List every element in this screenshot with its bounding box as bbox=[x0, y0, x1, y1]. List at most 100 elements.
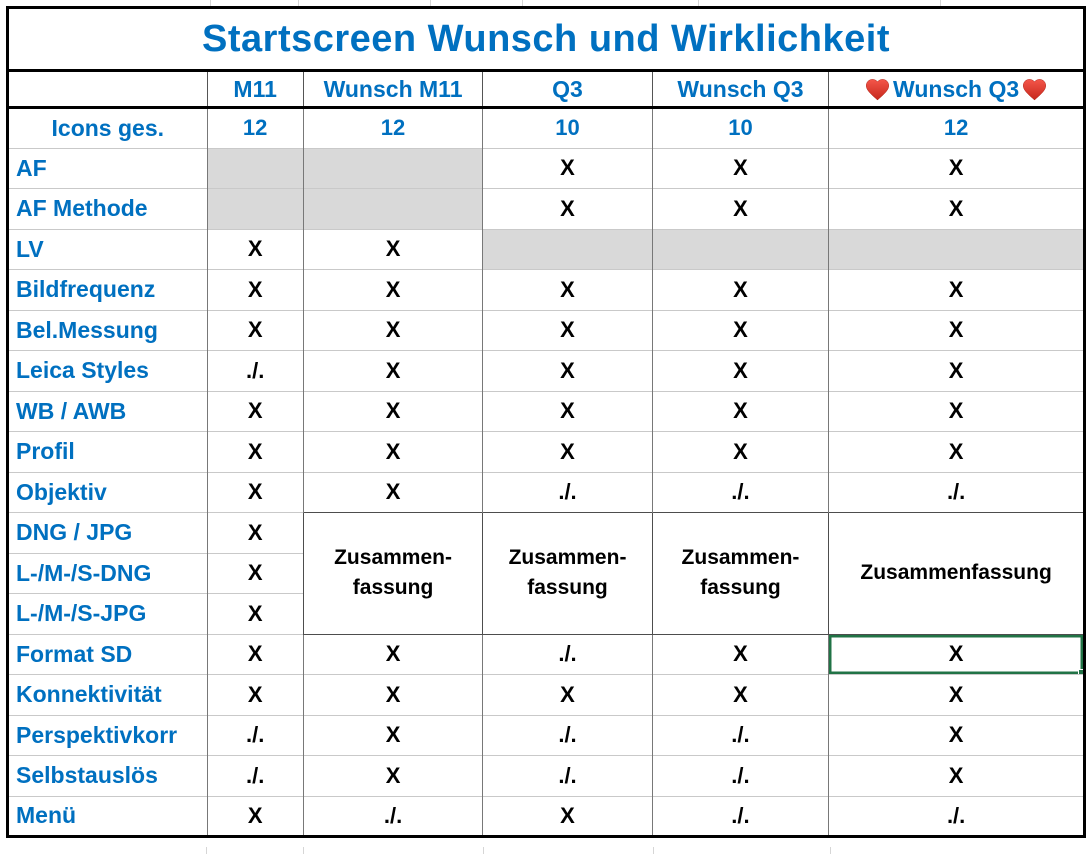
cell-lv-wunsch-m11[interactable]: X bbox=[302, 228, 483, 270]
cell-perspektivkorr-q3[interactable]: ./. bbox=[482, 714, 653, 756]
cell-objektiv-q3[interactable]: ./. bbox=[482, 471, 653, 513]
cell-leica-styles-wunsch-m11[interactable]: X bbox=[302, 350, 483, 391]
row-label-leica-styles[interactable]: Leica Styles bbox=[7, 350, 208, 391]
cell-objektiv-hearts-wunsch-q3[interactable]: ./. bbox=[828, 471, 1085, 513]
cell-men-q3[interactable]: X bbox=[482, 795, 653, 837]
cell-bildfrequenz-wunsch-q3[interactable]: X bbox=[651, 269, 829, 310]
column-header-wunsch-m11[interactable]: Wunsch M11 bbox=[302, 70, 483, 109]
cell-lv-hearts-wunsch-q3[interactable] bbox=[828, 228, 1085, 270]
cell-profil-m11[interactable]: X bbox=[206, 431, 304, 472]
cell-profil-wunsch-q3[interactable]: X bbox=[651, 431, 829, 472]
cell-dng-jpg-m11[interactable]: X bbox=[206, 512, 304, 553]
cell-wb-awb-wunsch-q3[interactable]: X bbox=[651, 390, 829, 432]
column-header-wunsch-q3[interactable]: Wunsch Q3 bbox=[651, 70, 829, 109]
cell-lv-m11[interactable]: X bbox=[206, 228, 304, 270]
cell-selbstausl-s-wunsch-q3[interactable]: ./. bbox=[651, 755, 829, 796]
cell-bel-messung-wunsch-m11[interactable]: X bbox=[302, 309, 483, 351]
cell-leica-styles-wunsch-q3[interactable]: X bbox=[651, 350, 829, 391]
row-label-icons-ges[interactable]: Icons ges. bbox=[7, 107, 208, 148]
cell-format-sd-wunsch-m11[interactable]: X bbox=[302, 633, 483, 675]
selection-fill-handle[interactable] bbox=[1078, 669, 1085, 675]
cell-af-wunsch-m11[interactable] bbox=[302, 147, 483, 189]
cell-konnektivit-t-m11[interactable]: X bbox=[206, 674, 304, 715]
cell-af-methode-hearts-wunsch-q3[interactable]: X bbox=[828, 188, 1085, 229]
cell-profil-q3[interactable]: X bbox=[482, 431, 653, 472]
cell-icons-ges-m11[interactable]: 12 bbox=[206, 107, 304, 148]
row-label-objektiv[interactable]: Objektiv bbox=[7, 471, 208, 513]
row-label-wb-awb[interactable]: WB / AWB bbox=[7, 390, 208, 432]
cell-af-wunsch-q3[interactable]: X bbox=[651, 147, 829, 189]
cell-leica-styles-hearts-wunsch-q3[interactable]: X bbox=[828, 350, 1085, 391]
cell-wb-awb-q3[interactable]: X bbox=[482, 390, 653, 432]
cell-bel-messung-hearts-wunsch-q3[interactable]: X bbox=[828, 309, 1085, 351]
cell-af-methode-q3[interactable]: X bbox=[482, 188, 653, 229]
cell-bildfrequenz-wunsch-m11[interactable]: X bbox=[302, 269, 483, 310]
cell-af-methode-wunsch-m11[interactable] bbox=[302, 188, 483, 229]
cell-konnektivit-t-q3[interactable]: X bbox=[482, 674, 653, 715]
cell-icons-ges-q3[interactable]: 10 bbox=[482, 107, 653, 148]
column-header-q3[interactable]: Q3 bbox=[482, 70, 653, 109]
row-label-dng-jpg[interactable]: DNG / JPG bbox=[7, 512, 208, 553]
cell-perspektivkorr-hearts-wunsch-q3[interactable]: X bbox=[828, 714, 1085, 756]
row-label-perspektivkorr[interactable]: Perspektivkorr bbox=[7, 714, 208, 756]
cell-l-m-s-dng-m11[interactable]: X bbox=[206, 552, 304, 594]
cell-objektiv-wunsch-m11[interactable]: X bbox=[302, 471, 483, 513]
cell-konnektivit-t-hearts-wunsch-q3[interactable]: X bbox=[828, 674, 1085, 715]
cell-leica-styles-q3[interactable]: X bbox=[482, 350, 653, 391]
cell-zusammenfassung-wunsch-m11[interactable]: Zusammen-fassung bbox=[302, 512, 484, 635]
cell-perspektivkorr-m11[interactable]: ./. bbox=[206, 714, 304, 756]
cell-selbstausl-s-m11[interactable]: ./. bbox=[206, 755, 304, 796]
cell-format-sd-hearts-wunsch-q3[interactable]: X bbox=[828, 633, 1085, 675]
cell-perspektivkorr-wunsch-m11[interactable]: X bbox=[302, 714, 483, 756]
cell-zusammenfassung-wunsch-q3[interactable]: Zusammen-fassung bbox=[651, 512, 830, 635]
cell-l-m-s-jpg-m11[interactable]: X bbox=[206, 593, 304, 634]
cell-bildfrequenz-hearts-wunsch-q3[interactable]: X bbox=[828, 269, 1085, 310]
cell-af-q3[interactable]: X bbox=[482, 147, 653, 189]
row-label-format-sd[interactable]: Format SD bbox=[7, 633, 208, 675]
row-label-lv[interactable]: LV bbox=[7, 228, 208, 270]
cell-bel-messung-wunsch-q3[interactable]: X bbox=[651, 309, 829, 351]
row-label-men[interactable]: Menü bbox=[7, 795, 208, 837]
row-label-af-methode[interactable]: AF Methode bbox=[7, 188, 208, 229]
cell-objektiv-wunsch-q3[interactable]: ./. bbox=[651, 471, 829, 513]
row-label-konnektivit-t[interactable]: Konnektivität bbox=[7, 674, 208, 715]
cell-wb-awb-m11[interactable]: X bbox=[206, 390, 304, 432]
cell-men-wunsch-m11[interactable]: ./. bbox=[302, 795, 483, 837]
cell-bildfrequenz-q3[interactable]: X bbox=[482, 269, 653, 310]
cell-lv-wunsch-q3[interactable] bbox=[651, 228, 829, 270]
cell-bildfrequenz-m11[interactable]: X bbox=[206, 269, 304, 310]
cell-format-sd-m11[interactable]: X bbox=[206, 633, 304, 675]
column-header-hearts-wunsch-q3[interactable]: Wunsch Q3 bbox=[828, 70, 1085, 109]
column-header-m11[interactable]: M11 bbox=[206, 70, 304, 109]
cell-men-m11[interactable]: X bbox=[206, 795, 304, 837]
cell-icons-ges-hearts-wunsch-q3[interactable]: 12 bbox=[828, 107, 1085, 148]
cell-perspektivkorr-wunsch-q3[interactable]: ./. bbox=[651, 714, 829, 756]
row-label-bel-messung[interactable]: Bel.Messung bbox=[7, 309, 208, 351]
cell-profil-hearts-wunsch-q3[interactable]: X bbox=[828, 431, 1085, 472]
cell-lv-q3[interactable] bbox=[482, 228, 653, 270]
cell-wb-awb-wunsch-m11[interactable]: X bbox=[302, 390, 483, 432]
cell-objektiv-m11[interactable]: X bbox=[206, 471, 304, 513]
cell-konnektivit-t-wunsch-q3[interactable]: X bbox=[651, 674, 829, 715]
column-header-blank[interactable] bbox=[7, 70, 208, 109]
cell-profil-wunsch-m11[interactable]: X bbox=[302, 431, 483, 472]
row-label-profil[interactable]: Profil bbox=[7, 431, 208, 472]
cell-zusammenfassung-wunsch-q3-hearts[interactable]: Zusammenfassung bbox=[828, 512, 1085, 635]
cell-icons-ges-wunsch-m11[interactable]: 12 bbox=[302, 107, 483, 148]
row-label-l-m-s-jpg[interactable]: L-/M-/S-JPG bbox=[7, 593, 208, 634]
cell-leica-styles-m11[interactable]: ./. bbox=[206, 350, 304, 391]
cell-af-methode-wunsch-q3[interactable]: X bbox=[651, 188, 829, 229]
cell-selbstausl-s-q3[interactable]: ./. bbox=[482, 755, 653, 796]
cell-men-wunsch-q3[interactable]: ./. bbox=[651, 795, 829, 837]
cell-bel-messung-m11[interactable]: X bbox=[206, 309, 304, 351]
row-label-l-m-s-dng[interactable]: L-/M-/S-DNG bbox=[7, 552, 208, 594]
cell-icons-ges-wunsch-q3[interactable]: 10 bbox=[651, 107, 829, 148]
row-label-selbstausl-s[interactable]: Selbstauslös bbox=[7, 755, 208, 796]
page-title[interactable]: Startscreen Wunsch und Wirklichkeit bbox=[7, 7, 1085, 72]
cell-men-hearts-wunsch-q3[interactable]: ./. bbox=[828, 795, 1085, 837]
cell-af-hearts-wunsch-q3[interactable]: X bbox=[828, 147, 1085, 189]
cell-af-methode-m11[interactable] bbox=[206, 188, 304, 229]
row-label-bildfrequenz[interactable]: Bildfrequenz bbox=[7, 269, 208, 310]
cell-selbstausl-s-hearts-wunsch-q3[interactable]: X bbox=[828, 755, 1085, 796]
cell-wb-awb-hearts-wunsch-q3[interactable]: X bbox=[828, 390, 1085, 432]
